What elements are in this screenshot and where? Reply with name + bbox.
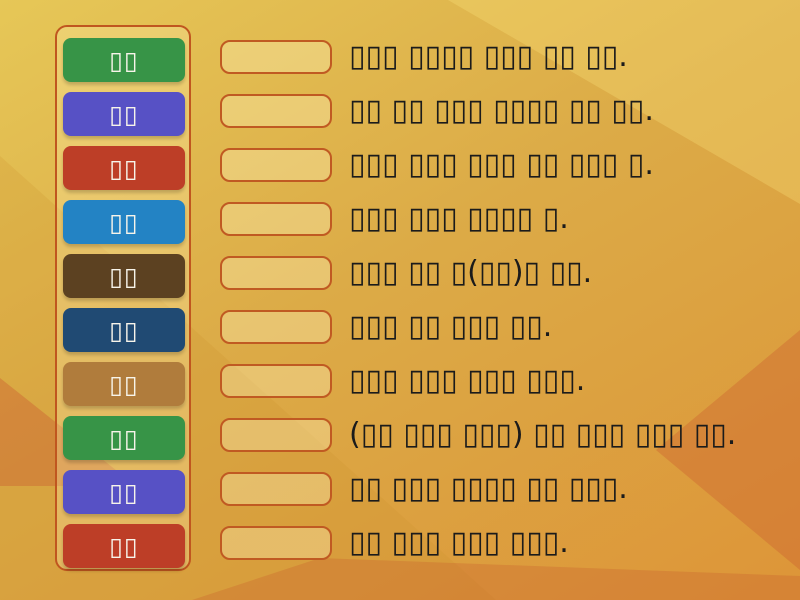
word-tile-label: ▯▯ <box>109 423 139 453</box>
clue-sentence: ▯▯▯ ▯▯▯ ▯▯▯ ▯▯▯. <box>349 363 586 398</box>
word-tile[interactable]: ▯▯ <box>63 308 185 352</box>
word-tile[interactable]: ▯▯ <box>63 146 185 190</box>
answer-slot[interactable] <box>220 526 332 560</box>
word-tile-label: ▯▯ <box>109 153 139 183</box>
word-tile-label: ▯▯ <box>109 477 139 507</box>
match-row: ▯▯▯ ▯▯▯ ▯▯▯ ▯▯ ▯▯▯ ▯. <box>220 143 654 187</box>
match-row: ▯▯ ▯▯ ▯▯▯ ▯▯▯▯ ▯▯ ▯▯. <box>220 89 654 133</box>
clue-sentence: ▯▯ ▯▯▯ ▯▯▯ ▯▯▯. <box>349 525 569 560</box>
answer-slot[interactable] <box>220 418 332 452</box>
answer-slot[interactable] <box>220 40 332 74</box>
answer-slot[interactable] <box>220 310 332 344</box>
word-tile[interactable]: ▯▯ <box>63 362 185 406</box>
clue-sentence: ▯▯▯ ▯▯▯ ▯▯▯ ▯▯ ▯▯▯ ▯. <box>349 147 654 182</box>
word-tile-label: ▯▯ <box>109 207 139 237</box>
word-tile[interactable]: ▯▯ <box>63 200 185 244</box>
word-tile[interactable]: ▯▯ <box>63 92 185 136</box>
answer-slot[interactable] <box>220 364 332 398</box>
answer-slot[interactable] <box>220 94 332 128</box>
word-tile-label: ▯▯ <box>109 531 139 561</box>
match-row: ▯▯▯ ▯▯ ▯▯▯ ▯▯. <box>220 305 552 349</box>
answer-slot[interactable] <box>220 472 332 506</box>
word-tile-label: ▯▯ <box>109 315 139 345</box>
clue-sentence: ▯▯▯ ▯▯ ▯▯▯ ▯▯. <box>349 309 553 344</box>
answer-slot[interactable] <box>220 148 332 182</box>
word-tile-label: ▯▯ <box>109 261 139 291</box>
word-tile[interactable]: ▯▯ <box>63 416 185 460</box>
match-row: ▯▯▯ ▯▯▯ ▯▯▯ ▯▯▯. <box>220 359 585 403</box>
word-tile[interactable]: ▯▯ <box>63 470 185 514</box>
answer-slot[interactable] <box>220 256 332 290</box>
word-tile-label: ▯▯ <box>109 45 139 75</box>
match-row: ▯▯▯ ▯▯▯ ▯▯▯▯ ▯. <box>220 197 569 241</box>
word-tile[interactable]: ▯▯ <box>63 38 185 82</box>
answer-slot[interactable] <box>220 202 332 236</box>
clue-sentence: (▯▯ ▯▯▯ ▯▯▯) ▯▯ ▯▯▯ ▯▯▯ ▯▯. <box>349 417 737 452</box>
clue-sentence: ▯▯ ▯▯▯ ▯▯▯▯ ▯▯ ▯▯▯. <box>349 471 628 506</box>
clue-sentence: ▯▯▯ ▯▯▯▯ ▯▯▯ ▯▯ ▯▯. <box>349 39 628 74</box>
clue-sentence: ▯▯ ▯▯ ▯▯▯ ▯▯▯▯ ▯▯ ▯▯. <box>349 93 654 128</box>
word-tile[interactable]: ▯▯ <box>63 524 185 568</box>
word-tile-label: ▯▯ <box>109 99 139 129</box>
match-row: ▯▯ ▯▯▯ ▯▯▯ ▯▯▯. <box>220 521 569 565</box>
clue-sentence: ▯▯▯ ▯▯▯ ▯▯▯▯ ▯. <box>349 201 569 236</box>
match-row: ▯▯ ▯▯▯ ▯▯▯▯ ▯▯ ▯▯▯. <box>220 467 628 511</box>
clue-sentence: ▯▯▯ ▯▯ ▯(▯▯)▯ ▯▯. <box>349 255 593 290</box>
match-row: ▯▯▯ ▯▯▯▯ ▯▯▯ ▯▯ ▯▯. <box>220 35 628 79</box>
word-tiles-panel: ▯▯ ▯▯ ▯▯ ▯▯ ▯▯ ▯▯ ▯▯ ▯▯ ▯▯ ▯▯ <box>55 25 191 571</box>
match-row: ▯▯▯ ▯▯ ▯(▯▯)▯ ▯▯. <box>220 251 592 295</box>
word-tile-label: ▯▯ <box>109 369 139 399</box>
match-row: (▯▯ ▯▯▯ ▯▯▯) ▯▯ ▯▯▯ ▯▯▯ ▯▯. <box>220 413 736 457</box>
word-tile[interactable]: ▯▯ <box>63 254 185 298</box>
